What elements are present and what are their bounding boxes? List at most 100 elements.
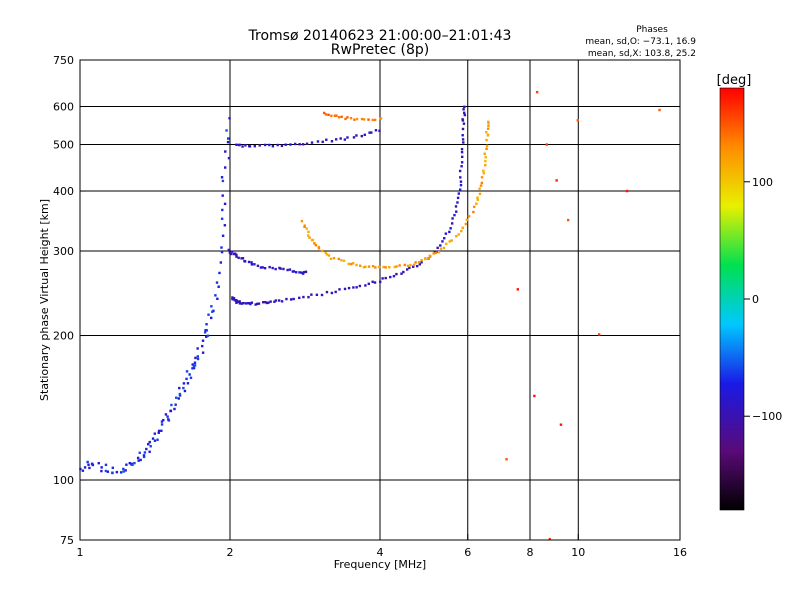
echo-point: [235, 255, 238, 258]
echo-point: [400, 272, 403, 275]
echo-point: [221, 208, 224, 212]
echo-point: [271, 266, 274, 270]
x-tick-label: 4: [377, 546, 384, 559]
echo-point: [414, 261, 417, 264]
echo-point: [142, 454, 146, 457]
echo-point: [428, 254, 432, 258]
echo-point: [205, 329, 208, 332]
echo-point: [455, 234, 458, 238]
echo-point: [263, 143, 267, 147]
x-tick-label: 2: [227, 546, 234, 559]
echo-point: [367, 282, 371, 286]
echo-point: [242, 301, 245, 305]
echo-point: [460, 155, 464, 159]
echo-point: [139, 458, 142, 462]
echo-point: [460, 150, 464, 154]
legend-line-x: mean, sd,X: 103.8, 25.2: [588, 49, 696, 59]
echo-point: [214, 294, 217, 297]
echo-point: [349, 116, 353, 120]
echo-point: [352, 286, 355, 289]
echo-point: [206, 334, 210, 337]
echo-point: [460, 165, 463, 168]
echo-point: [269, 300, 272, 303]
echo-point: [395, 272, 398, 276]
echo-point: [223, 166, 227, 169]
echo-point: [131, 463, 134, 467]
echo-point: [480, 176, 484, 179]
echo-point: [339, 137, 342, 140]
echo-point: [597, 333, 601, 336]
echo-point: [215, 281, 219, 284]
echo-point: [303, 224, 307, 227]
echo-point: [292, 297, 295, 301]
echo-point: [231, 297, 234, 301]
echo-point: [412, 263, 416, 267]
echo-point: [182, 382, 186, 385]
echo-point: [200, 344, 204, 348]
echo-point: [122, 470, 125, 473]
echo-point: [434, 251, 438, 255]
echo-point: [461, 226, 464, 229]
echo-point: [175, 396, 178, 399]
echo-point: [293, 142, 297, 146]
grid-lines: [80, 60, 680, 540]
echo-point: [373, 118, 377, 122]
echo-point: [324, 251, 327, 255]
echo-point: [148, 450, 151, 453]
echo-point: [480, 181, 484, 185]
echo-point: [186, 382, 190, 385]
x-tick-label: 8: [527, 546, 534, 559]
echo-point: [125, 463, 128, 466]
echo-point: [235, 301, 238, 305]
echo-point: [389, 275, 392, 279]
echo-point: [193, 361, 197, 364]
echo-point: [482, 169, 485, 172]
echo-point: [246, 302, 250, 305]
echo-point: [485, 144, 489, 148]
echo-point: [97, 461, 100, 465]
echo-point: [374, 266, 377, 269]
echo-point: [364, 284, 367, 287]
echo-point: [388, 265, 391, 269]
echo-point: [458, 169, 462, 173]
echo-point: [322, 111, 326, 115]
echo-point: [111, 471, 114, 475]
echo-point: [448, 230, 451, 234]
echo-point: [205, 335, 208, 338]
echo-point: [279, 267, 282, 270]
echo-point: [247, 260, 251, 264]
echo-point: [559, 423, 563, 426]
echo-point: [459, 183, 463, 187]
echo-point: [292, 270, 296, 273]
echo-point: [217, 285, 220, 288]
echo-point: [218, 271, 221, 275]
legend-heading: Phases: [636, 25, 668, 35]
echo-point: [219, 261, 223, 264]
echo-point: [156, 438, 159, 441]
echo-point: [119, 471, 123, 474]
echo-point: [241, 257, 245, 260]
echo-point: [162, 418, 165, 422]
echo-point: [445, 242, 448, 246]
echo-point: [379, 280, 382, 284]
colorbar-ticks: 100 0 −100: [744, 176, 782, 423]
echo-point: [340, 259, 343, 262]
echo-point: [124, 469, 127, 472]
echo-point: [368, 131, 371, 134]
echo-point: [516, 288, 520, 291]
echo-point: [211, 310, 214, 313]
echo-point: [282, 267, 285, 271]
echo-point: [193, 364, 197, 367]
echo-point: [274, 299, 278, 302]
echo-point: [364, 265, 367, 269]
echo-point: [371, 264, 375, 268]
colorbar-label: [deg]: [717, 73, 752, 88]
echo-point: [566, 218, 570, 222]
echo-point: [334, 138, 338, 141]
y-tick-label: 500: [53, 139, 74, 152]
echo-point: [227, 156, 231, 160]
y-axis-ticks: 75 100 200 300 400 500 600 750: [53, 54, 86, 547]
echo-point: [284, 143, 287, 146]
echo-point: [221, 234, 225, 237]
echo-point: [81, 469, 85, 472]
